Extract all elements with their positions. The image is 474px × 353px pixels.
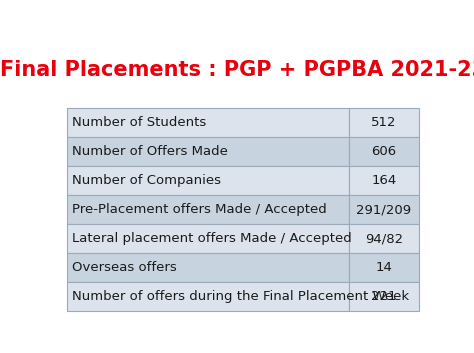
Text: 164: 164: [371, 174, 397, 187]
Text: Lateral placement offers Made / Accepted: Lateral placement offers Made / Accepted: [72, 232, 352, 245]
Text: 291/209: 291/209: [356, 203, 411, 216]
Text: 512: 512: [371, 116, 397, 128]
Text: Final Placements : PGP + PGPBA 2021-23: Final Placements : PGP + PGPBA 2021-23: [0, 60, 474, 79]
Bar: [66, 137, 349, 166]
Bar: [349, 166, 419, 195]
Bar: [66, 108, 349, 137]
Text: Pre-Placement offers Made / Accepted: Pre-Placement offers Made / Accepted: [72, 203, 327, 216]
Bar: [66, 195, 349, 224]
Text: Number of Companies: Number of Companies: [72, 174, 221, 187]
Bar: [66, 166, 349, 195]
Text: 94/82: 94/82: [365, 232, 403, 245]
Text: 14: 14: [375, 261, 392, 274]
Bar: [349, 108, 419, 137]
Text: Number of offers during the Final Placement Week: Number of offers during the Final Placem…: [72, 291, 409, 303]
Text: Number of Students: Number of Students: [72, 116, 206, 128]
Bar: [349, 195, 419, 224]
Text: 221: 221: [371, 291, 397, 303]
Text: Overseas offers: Overseas offers: [72, 261, 177, 274]
Bar: [66, 253, 349, 282]
Bar: [349, 253, 419, 282]
Bar: [349, 282, 419, 311]
Text: Number of Offers Made: Number of Offers Made: [72, 145, 228, 158]
Bar: [349, 137, 419, 166]
Text: 606: 606: [372, 145, 397, 158]
Bar: [66, 282, 349, 311]
Bar: [349, 224, 419, 253]
Bar: [66, 224, 349, 253]
